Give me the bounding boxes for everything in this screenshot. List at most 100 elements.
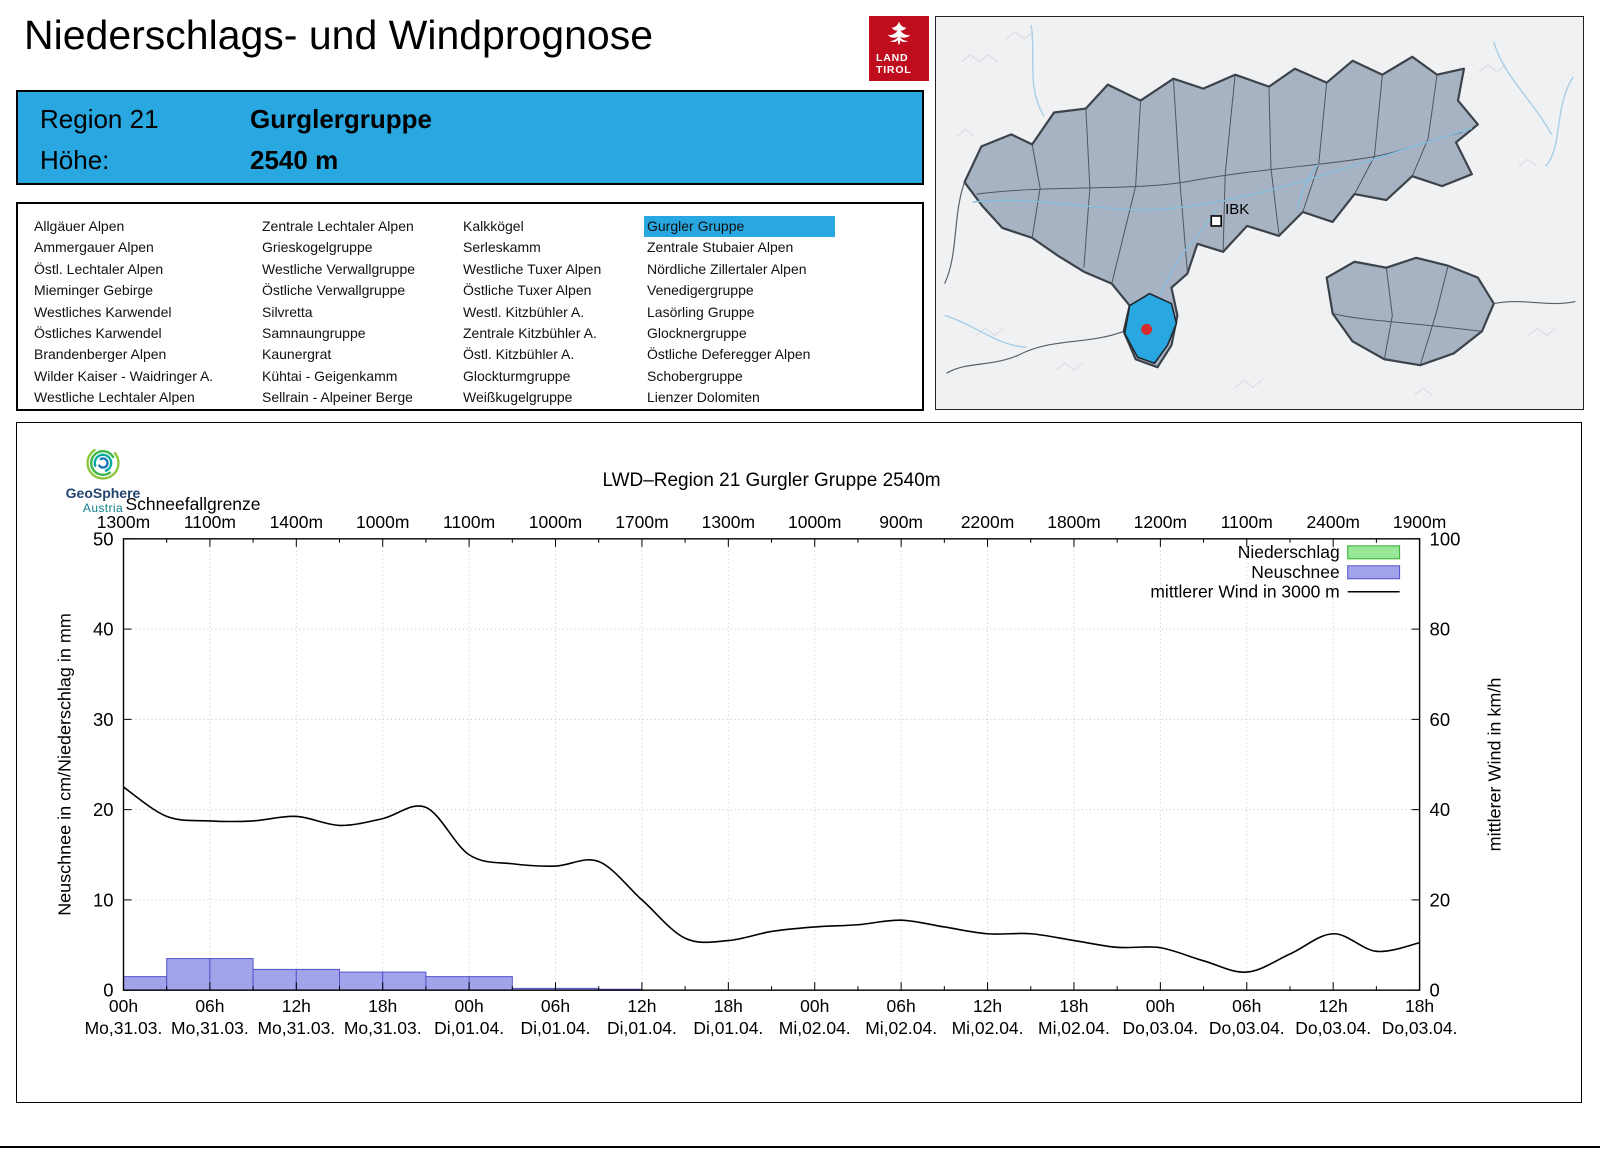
svg-text:100: 100 <box>1430 528 1461 549</box>
region-list-item[interactable]: Kaunergrat <box>262 346 332 363</box>
region-list-item[interactable]: Zentrale Lechtaler Alpen <box>262 218 414 234</box>
svg-text:1000m: 1000m <box>529 512 582 532</box>
altitude-value: 2540 m <box>250 145 339 175</box>
region-list-item[interactable]: Östliche Tuxer Alpen <box>463 282 592 299</box>
svg-text:LWD–Region 21 Gurgler Gruppe 2: LWD–Region 21 Gurgler Gruppe 2540m <box>602 470 940 491</box>
region-list-item[interactable]: Samnaungruppe <box>262 325 366 342</box>
region-list-item[interactable]: Westliche Tuxer Alpen <box>463 260 602 277</box>
region-list-item-selected[interactable]: Gurgler Gruppe <box>644 216 835 238</box>
region-list-item[interactable]: Brandenberger Alpen <box>34 346 167 363</box>
map-region-east-tirol[interactable] <box>1325 256 1495 367</box>
svg-text:1100m: 1100m <box>1221 512 1273 532</box>
region-list-item[interactable]: Allgäuer Alpen <box>34 218 125 234</box>
region-number-label: Region 21 <box>40 104 159 134</box>
region-list-item[interactable]: Östliches Karwendel <box>34 325 162 342</box>
svg-text:Mi,02.04.: Mi,02.04. <box>779 1018 851 1038</box>
region-list-item[interactable]: Glocknergruppe <box>647 325 747 342</box>
rivers-outside <box>944 24 1574 349</box>
region-list-item[interactable]: Serleskamm <box>463 239 541 256</box>
region-list-item[interactable]: Westliches Karwendel <box>34 303 172 320</box>
svg-text:0: 0 <box>103 980 113 1001</box>
region-list-item[interactable]: Glockturmgruppe <box>463 367 571 384</box>
region-list-item[interactable]: Venedigergruppe <box>647 282 754 299</box>
svg-text:12h: 12h <box>282 996 311 1016</box>
map-region-north-tirol[interactable] <box>963 55 1479 369</box>
svg-text:0: 0 <box>1430 980 1440 1001</box>
region-list-item[interactable]: Silvretta <box>262 303 313 320</box>
chart-tick-labels: 0102030405002040608010000hMo,31.03.06hMo… <box>85 528 1461 1038</box>
svg-text:Mi,02.04.: Mi,02.04. <box>865 1018 937 1038</box>
region-list-item[interactable]: Östl. Kitzbühler A. <box>463 346 575 363</box>
region-list-item[interactable]: Wilder Kaiser - Waidringer A. <box>34 367 214 384</box>
region-list-item[interactable]: Östl. Lechtaler Alpen <box>34 260 164 277</box>
geosphere-logo: GeoSphere Austria <box>51 443 155 515</box>
region-list-item[interactable]: Zentrale Stubaier Alpen <box>647 239 794 256</box>
svg-text:1000m: 1000m <box>356 512 409 532</box>
region-list-item[interactable]: Kalkkögel <box>463 218 524 234</box>
region-list-column: Zentrale Lechtaler Alpen Grieskogelgruppe… <box>262 216 463 409</box>
region-list-item[interactable]: Weißkugelgruppe <box>463 389 573 406</box>
svg-text:Mo,31.03.: Mo,31.03. <box>171 1018 249 1038</box>
region-list-item[interactable]: Nördliche Zillertaler Alpen <box>647 260 807 277</box>
svg-text:00h: 00h <box>455 996 484 1016</box>
region-boundaries <box>976 74 1463 284</box>
svg-text:Do,03.04.: Do,03.04. <box>1122 1018 1198 1038</box>
svg-text:2200m: 2200m <box>961 512 1014 532</box>
tirol-map-svg[interactable]: IBK <box>936 17 1583 409</box>
tirol-map[interactable]: IBK <box>935 16 1584 410</box>
chart-title: LWD–Region 21 Gurgler Gruppe 2540m <box>602 470 940 491</box>
svg-text:Neuschnee: Neuschnee <box>1251 562 1339 582</box>
svg-text:06h: 06h <box>887 996 916 1016</box>
page-bottom-rule <box>0 1146 1600 1148</box>
region-list-item[interactable]: Lienzer Dolomiten <box>647 389 760 406</box>
svg-text:Mo,31.03.: Mo,31.03. <box>85 1018 163 1038</box>
svg-text:18h: 18h <box>368 996 397 1016</box>
region-boundaries-east <box>1332 265 1482 366</box>
region-list-item[interactable]: Sellrain - Alpeiner Berge <box>262 389 413 406</box>
location-marker <box>1141 323 1153 335</box>
page-title: Niederschlags- und Windprognose <box>24 12 654 58</box>
ibk-label: IBK <box>1225 201 1249 218</box>
region-list-item[interactable]: Westl. Kitzbühler A. <box>463 303 585 320</box>
svg-text:00h: 00h <box>1146 996 1175 1016</box>
svg-text:06h: 06h <box>1232 996 1261 1016</box>
region-list-item[interactable]: Mieminger Gebirge <box>34 282 154 299</box>
svg-text:80: 80 <box>1430 619 1451 640</box>
region-list-item[interactable]: Östliche Deferegger Alpen <box>647 346 811 363</box>
region-list-item[interactable]: Kühtai - Geigenkamm <box>262 367 398 384</box>
svg-text:1700m: 1700m <box>615 512 668 532</box>
region-info-box: Region 21 Gurglergruppe Höhe: 2540 m <box>16 90 924 185</box>
svg-text:30: 30 <box>93 709 114 730</box>
land-tirol-logo-text: LAND TIROL <box>876 52 912 76</box>
svg-text:Di,01.04.: Di,01.04. <box>521 1018 591 1038</box>
region-list-item[interactable]: Westliche Verwallgruppe <box>262 260 416 277</box>
chart-axes <box>122 538 1421 991</box>
svg-text:1100m: 1100m <box>184 512 236 532</box>
wind-line <box>123 786 1420 973</box>
region-list-item[interactable]: Zentrale Kitzbühler A. <box>463 325 597 342</box>
state-borders <box>944 181 1576 374</box>
region-list-item[interactable]: Westliche Lechtaler Alpen <box>34 389 195 406</box>
region-list-item[interactable]: Grieskogelgruppe <box>262 239 373 256</box>
region-list-item[interactable]: Ammergauer Alpen <box>34 239 154 256</box>
svg-text:Niederschlag: Niederschlag <box>1238 542 1340 562</box>
svg-text:1800m: 1800m <box>1047 512 1100 532</box>
region-list-item[interactable]: Schobergruppe <box>647 367 743 384</box>
svg-text:Do,03.04.: Do,03.04. <box>1382 1018 1458 1038</box>
svg-text:18h: 18h <box>714 996 743 1016</box>
svg-text:12h: 12h <box>627 996 656 1016</box>
svg-text:06h: 06h <box>195 996 224 1016</box>
svg-text:18h: 18h <box>1059 996 1088 1016</box>
svg-text:1100m: 1100m <box>443 512 495 532</box>
svg-text:Mi,02.04.: Mi,02.04. <box>1038 1018 1110 1038</box>
svg-text:mittlerer Wind in km/h: mittlerer Wind in km/h <box>1484 678 1504 852</box>
region-list-item[interactable]: Östliche Verwallgruppe <box>262 282 406 299</box>
svg-text:10: 10 <box>93 889 114 910</box>
svg-text:12h: 12h <box>1319 996 1348 1016</box>
svg-text:18h: 18h <box>1405 996 1434 1016</box>
land-tirol-logo: LAND TIROL <box>869 16 929 81</box>
svg-text:1900m: 1900m <box>1393 512 1446 532</box>
region-list-item[interactable]: Lasörling Gruppe <box>647 303 755 320</box>
